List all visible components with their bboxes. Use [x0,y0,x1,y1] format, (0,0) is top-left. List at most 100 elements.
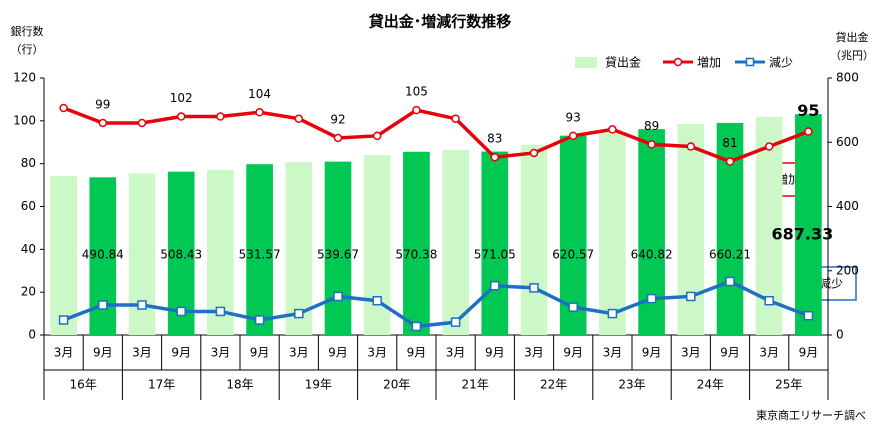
marker [176,112,186,121]
marker [411,321,422,332]
group-label: 19年 [305,378,332,392]
y2-tick-label: 400 [836,199,859,213]
bar [285,162,313,335]
data-label: 687.33 [772,225,834,244]
data-label: 620.57 [552,248,594,262]
x-tick-label: 9月 [563,346,583,360]
marker [372,131,382,141]
x-tick-label: 3月 [54,346,74,360]
bar [246,164,273,335]
marker [686,291,696,302]
marker [647,140,656,149]
marker [764,295,774,306]
marker [725,276,735,287]
data-label: 95 [797,101,819,120]
marker [490,280,500,291]
marker [764,142,774,151]
x-tick-label: 9月 [485,346,505,360]
legend-swatch [575,57,597,68]
group-label: 22年 [540,378,567,392]
marker [254,315,265,325]
data-label: 508.43 [160,248,202,262]
data-label: 531.57 [239,248,281,262]
x-tick-label: 3月 [603,346,623,360]
data-label: 81 [722,136,737,150]
data-label: 571.05 [474,248,516,262]
marker [450,317,461,327]
group-label: 25年 [775,378,802,392]
x-tick-label: 3月 [289,346,309,360]
x-tick-label: 9月 [720,346,740,360]
group-label: 23年 [618,378,645,392]
legend-marker [745,57,755,67]
data-label: 539.67 [317,248,359,262]
legend-label: 貸出金 [605,55,641,70]
chart-title: 貸出金･増減行数推移 [369,13,512,31]
marker [529,283,539,293]
x-tick-label: 3月 [367,346,387,360]
data-label: 92 [330,112,345,126]
y2-tick-label: 600 [836,135,859,149]
marker [803,310,814,321]
group-label: 16年 [70,378,97,392]
x-tick-label: 9月 [328,346,348,360]
data-label: 105 [405,85,428,99]
marker [568,131,578,141]
x-tick-label: 3月 [524,346,544,360]
data-label: 640.82 [631,248,673,262]
marker [529,148,539,158]
group-label: 24年 [697,378,724,392]
group-label: 20年 [383,378,410,392]
bar [128,173,156,335]
marker [294,114,304,123]
annotation: 減少 [819,276,843,291]
data-label: 89 [644,119,659,133]
marker [646,293,657,304]
line [62,279,810,329]
data-label: 104 [248,87,271,101]
bar [716,122,744,336]
x-tick-label: 9月 [93,346,113,360]
marker [568,302,578,312]
data-label: 83 [487,132,502,146]
x-tick-label: 3月 [132,346,152,360]
data-label: 570.38 [395,248,437,262]
x-tick-label: 9月 [642,346,662,360]
y-tick-label: 40 [21,242,36,256]
marker [412,105,421,115]
marker [607,308,618,319]
marker [58,315,69,325]
group-label: 21年 [462,378,489,392]
bar [442,149,469,335]
y-axis-label: （行） [11,43,44,56]
legend-marker [673,57,683,67]
group-label: 17年 [148,378,175,392]
bar [520,144,548,335]
marker [137,118,147,128]
y-tick-label: 100 [13,113,36,127]
y2-tick-label: 800 [836,71,859,85]
marker [804,127,813,136]
y-tick-label: 60 [21,199,36,213]
marker [215,306,226,317]
marker [608,125,617,134]
y-tick-label: 120 [13,71,36,85]
source: 東京商工リサーチ調べ [756,408,866,422]
y2-tick-label: 200 [836,263,859,277]
y-tick-label: 80 [21,156,36,170]
marker [98,300,108,310]
legend-label: 減少 [769,55,793,70]
marker [98,118,108,128]
bar [50,175,77,335]
bar [481,151,509,335]
bar [638,129,665,335]
marker [59,103,68,113]
x-tick-label: 9月 [407,346,427,360]
marker [255,108,264,117]
marker [490,152,500,162]
x-tick-label: 3月 [759,346,779,360]
group-label: 18年 [226,378,253,392]
marker [333,133,343,143]
